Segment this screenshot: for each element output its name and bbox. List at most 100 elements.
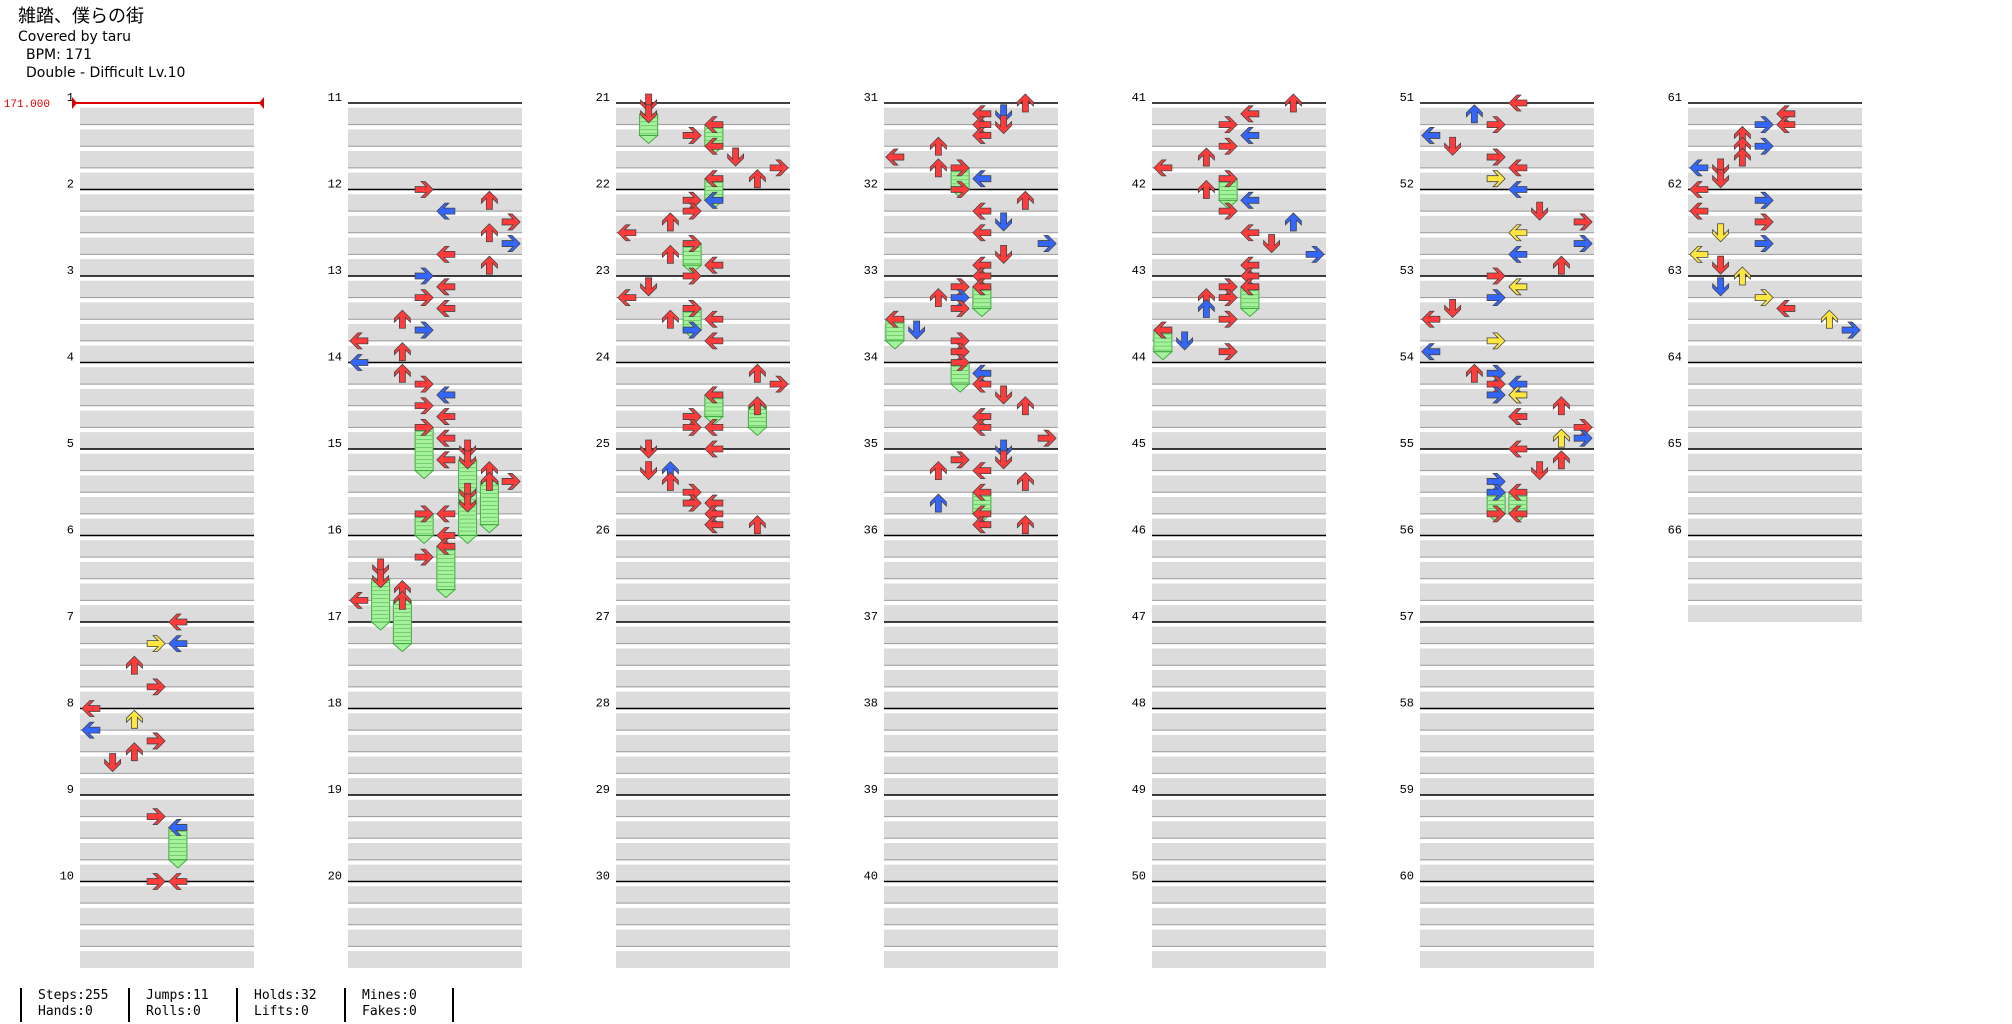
beat-band bbox=[1688, 280, 1862, 298]
arrow-right-icon bbox=[1486, 116, 1506, 134]
beat-band bbox=[1420, 843, 1594, 860]
beat-band bbox=[884, 561, 1058, 579]
arrow-left-icon bbox=[168, 635, 188, 653]
beat-band bbox=[348, 518, 522, 536]
beat-band bbox=[1688, 194, 1862, 212]
hold-tail bbox=[413, 470, 435, 480]
beat-band bbox=[884, 432, 1058, 449]
measure-number: 55 bbox=[1400, 437, 1414, 451]
arrow-right-icon bbox=[146, 678, 166, 696]
measure-number: 59 bbox=[1400, 783, 1414, 797]
arrow-right-icon bbox=[1486, 332, 1506, 350]
beat-band bbox=[616, 410, 790, 428]
beat-band bbox=[884, 388, 1058, 406]
arrow-up-icon bbox=[125, 742, 143, 762]
beat-band bbox=[1420, 821, 1594, 839]
arrow-down-icon bbox=[1263, 234, 1281, 254]
arrow-left-icon bbox=[436, 278, 456, 296]
beat-band bbox=[1688, 172, 1862, 190]
measure-number: 28 bbox=[596, 697, 610, 711]
stats-separator bbox=[20, 988, 22, 1022]
arrow-right-icon bbox=[1754, 116, 1774, 134]
arrow-left-icon bbox=[972, 127, 992, 144]
measure-number: 65 bbox=[1668, 437, 1682, 451]
beat-band bbox=[1688, 561, 1862, 579]
beat-band bbox=[348, 561, 522, 579]
measure-number: 25 bbox=[596, 437, 610, 451]
arrow-right-icon bbox=[146, 808, 166, 826]
measure-number: 37 bbox=[864, 610, 878, 624]
arrow-down-icon bbox=[640, 104, 658, 124]
beat-band bbox=[1152, 388, 1326, 406]
arrow-left-icon bbox=[972, 170, 992, 188]
measure-number: 27 bbox=[596, 610, 610, 624]
beat-band bbox=[80, 561, 254, 579]
arrow-right-icon bbox=[1218, 343, 1238, 361]
beat-band bbox=[348, 670, 522, 687]
beat-band bbox=[616, 388, 790, 406]
beat-band bbox=[1152, 432, 1326, 449]
beat-band bbox=[616, 259, 790, 276]
beat-band bbox=[348, 280, 522, 298]
stat-rolls: Rolls:0 bbox=[146, 1004, 201, 1019]
beat-band bbox=[616, 907, 790, 925]
arrow-up-icon bbox=[929, 493, 947, 513]
beat-band bbox=[348, 691, 522, 709]
beat-band bbox=[1420, 215, 1594, 233]
measure-number: 58 bbox=[1400, 697, 1414, 711]
beat-band bbox=[1152, 518, 1326, 536]
measure-number: 54 bbox=[1400, 351, 1414, 365]
beat-band bbox=[1152, 799, 1326, 817]
hold-tail bbox=[1152, 351, 1174, 361]
hold-tail bbox=[638, 134, 659, 145]
beat-band bbox=[1152, 345, 1326, 363]
arrow-up-icon bbox=[661, 471, 679, 491]
hold-tail bbox=[435, 589, 457, 599]
measure-number: 51 bbox=[1400, 91, 1414, 105]
arrow-right-icon bbox=[682, 494, 702, 512]
beat-band bbox=[348, 453, 522, 471]
beat-band bbox=[1152, 151, 1326, 168]
arrow-up-icon bbox=[661, 309, 679, 329]
beat-band bbox=[348, 713, 522, 731]
arrow-left-icon bbox=[168, 819, 188, 836]
beat-band bbox=[348, 367, 522, 385]
arrow-left-icon bbox=[1776, 300, 1796, 317]
beat-band bbox=[884, 734, 1058, 752]
hold-tail bbox=[457, 535, 478, 545]
arrow-left-icon bbox=[972, 483, 992, 501]
arrow-left-icon bbox=[1153, 321, 1173, 339]
stat-mines-fakes: Mines:0 Fakes:0 bbox=[362, 988, 472, 1020]
measure-number: 46 bbox=[1132, 524, 1146, 538]
arrow-right-icon bbox=[414, 418, 434, 436]
arrow-left-icon bbox=[1240, 127, 1260, 144]
arrow-left-icon bbox=[972, 462, 992, 480]
beat-band bbox=[1152, 194, 1326, 212]
arrow-up-icon bbox=[929, 461, 947, 481]
arrow-up-icon bbox=[1284, 93, 1302, 113]
beat-band bbox=[1420, 475, 1594, 493]
beat-band bbox=[884, 237, 1058, 255]
arrow-left-icon bbox=[972, 202, 992, 220]
beat-band bbox=[348, 583, 522, 601]
arrow-left-icon bbox=[617, 224, 637, 242]
arrow-down-icon bbox=[908, 320, 926, 340]
beat-band bbox=[1420, 324, 1594, 341]
arrow-up-icon bbox=[1733, 266, 1751, 286]
beat-band bbox=[80, 907, 254, 925]
measure-number: 19 bbox=[328, 783, 342, 797]
beat-band bbox=[348, 648, 522, 666]
arrow-up-icon bbox=[393, 590, 411, 610]
arrow-left-icon bbox=[972, 516, 992, 534]
beat-band bbox=[80, 259, 254, 276]
beat-band bbox=[348, 864, 522, 882]
arrow-down-icon bbox=[1712, 223, 1730, 243]
beat-band bbox=[348, 324, 522, 341]
arrow-up-icon bbox=[480, 223, 498, 243]
beat-band bbox=[1688, 107, 1862, 125]
beat-band bbox=[1420, 237, 1594, 255]
beat-band bbox=[1152, 886, 1326, 904]
beat-band bbox=[348, 626, 522, 644]
beat-band bbox=[1152, 215, 1326, 233]
arrow-left-icon bbox=[1508, 440, 1528, 458]
